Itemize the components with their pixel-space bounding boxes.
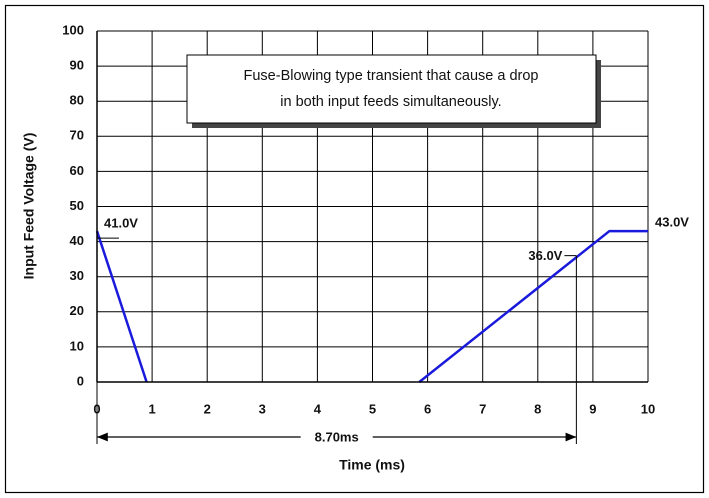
- dimension-label: 8.70ms: [315, 429, 359, 444]
- y-axis-label: Input Feed Voltage (V): [21, 133, 37, 280]
- y-tick-label: 80: [70, 93, 84, 108]
- annotation: 43.0V: [655, 215, 689, 230]
- x-tick-label: 5: [369, 401, 376, 416]
- line: [95, 230, 148, 383]
- note-line: in both input feeds simultaneously.: [280, 94, 501, 110]
- x-tick-label: 7: [479, 401, 486, 416]
- y-tick-label: 90: [70, 58, 84, 73]
- y-tick-label: 0: [77, 373, 84, 388]
- annotation: 41.0V: [104, 216, 138, 231]
- note-box: [186, 54, 597, 124]
- dimension-gap: [300, 428, 373, 446]
- x-tick-label: 10: [641, 401, 655, 416]
- x-tick-label: 4: [314, 401, 322, 416]
- y-tick-label: 50: [70, 198, 84, 213]
- line: [418, 229, 648, 383]
- frame: [4, 4, 705, 494]
- x-tick-label: 6: [424, 401, 431, 416]
- note-line: Fuse-Blowing type transient that cause a…: [244, 68, 539, 84]
- x-tick-label: 8: [534, 401, 541, 416]
- x-axis-label: Time (ms): [339, 457, 405, 473]
- y-tick-label: 20: [70, 303, 84, 318]
- y-tick-label: 100: [62, 22, 84, 37]
- y-tick-label: 30: [70, 268, 84, 283]
- x-tick-label: 2: [204, 401, 211, 416]
- y-tick-label: 40: [70, 233, 84, 248]
- x-tick-label: 9: [589, 401, 596, 416]
- annotation: 36.0V: [528, 248, 562, 263]
- x-tick-label: 1: [148, 401, 155, 416]
- y-tick-label: 60: [70, 163, 84, 178]
- y-tick-label: 70: [70, 128, 84, 143]
- x-tick-label: 3: [259, 401, 266, 416]
- y-tick-label: 10: [70, 338, 84, 353]
